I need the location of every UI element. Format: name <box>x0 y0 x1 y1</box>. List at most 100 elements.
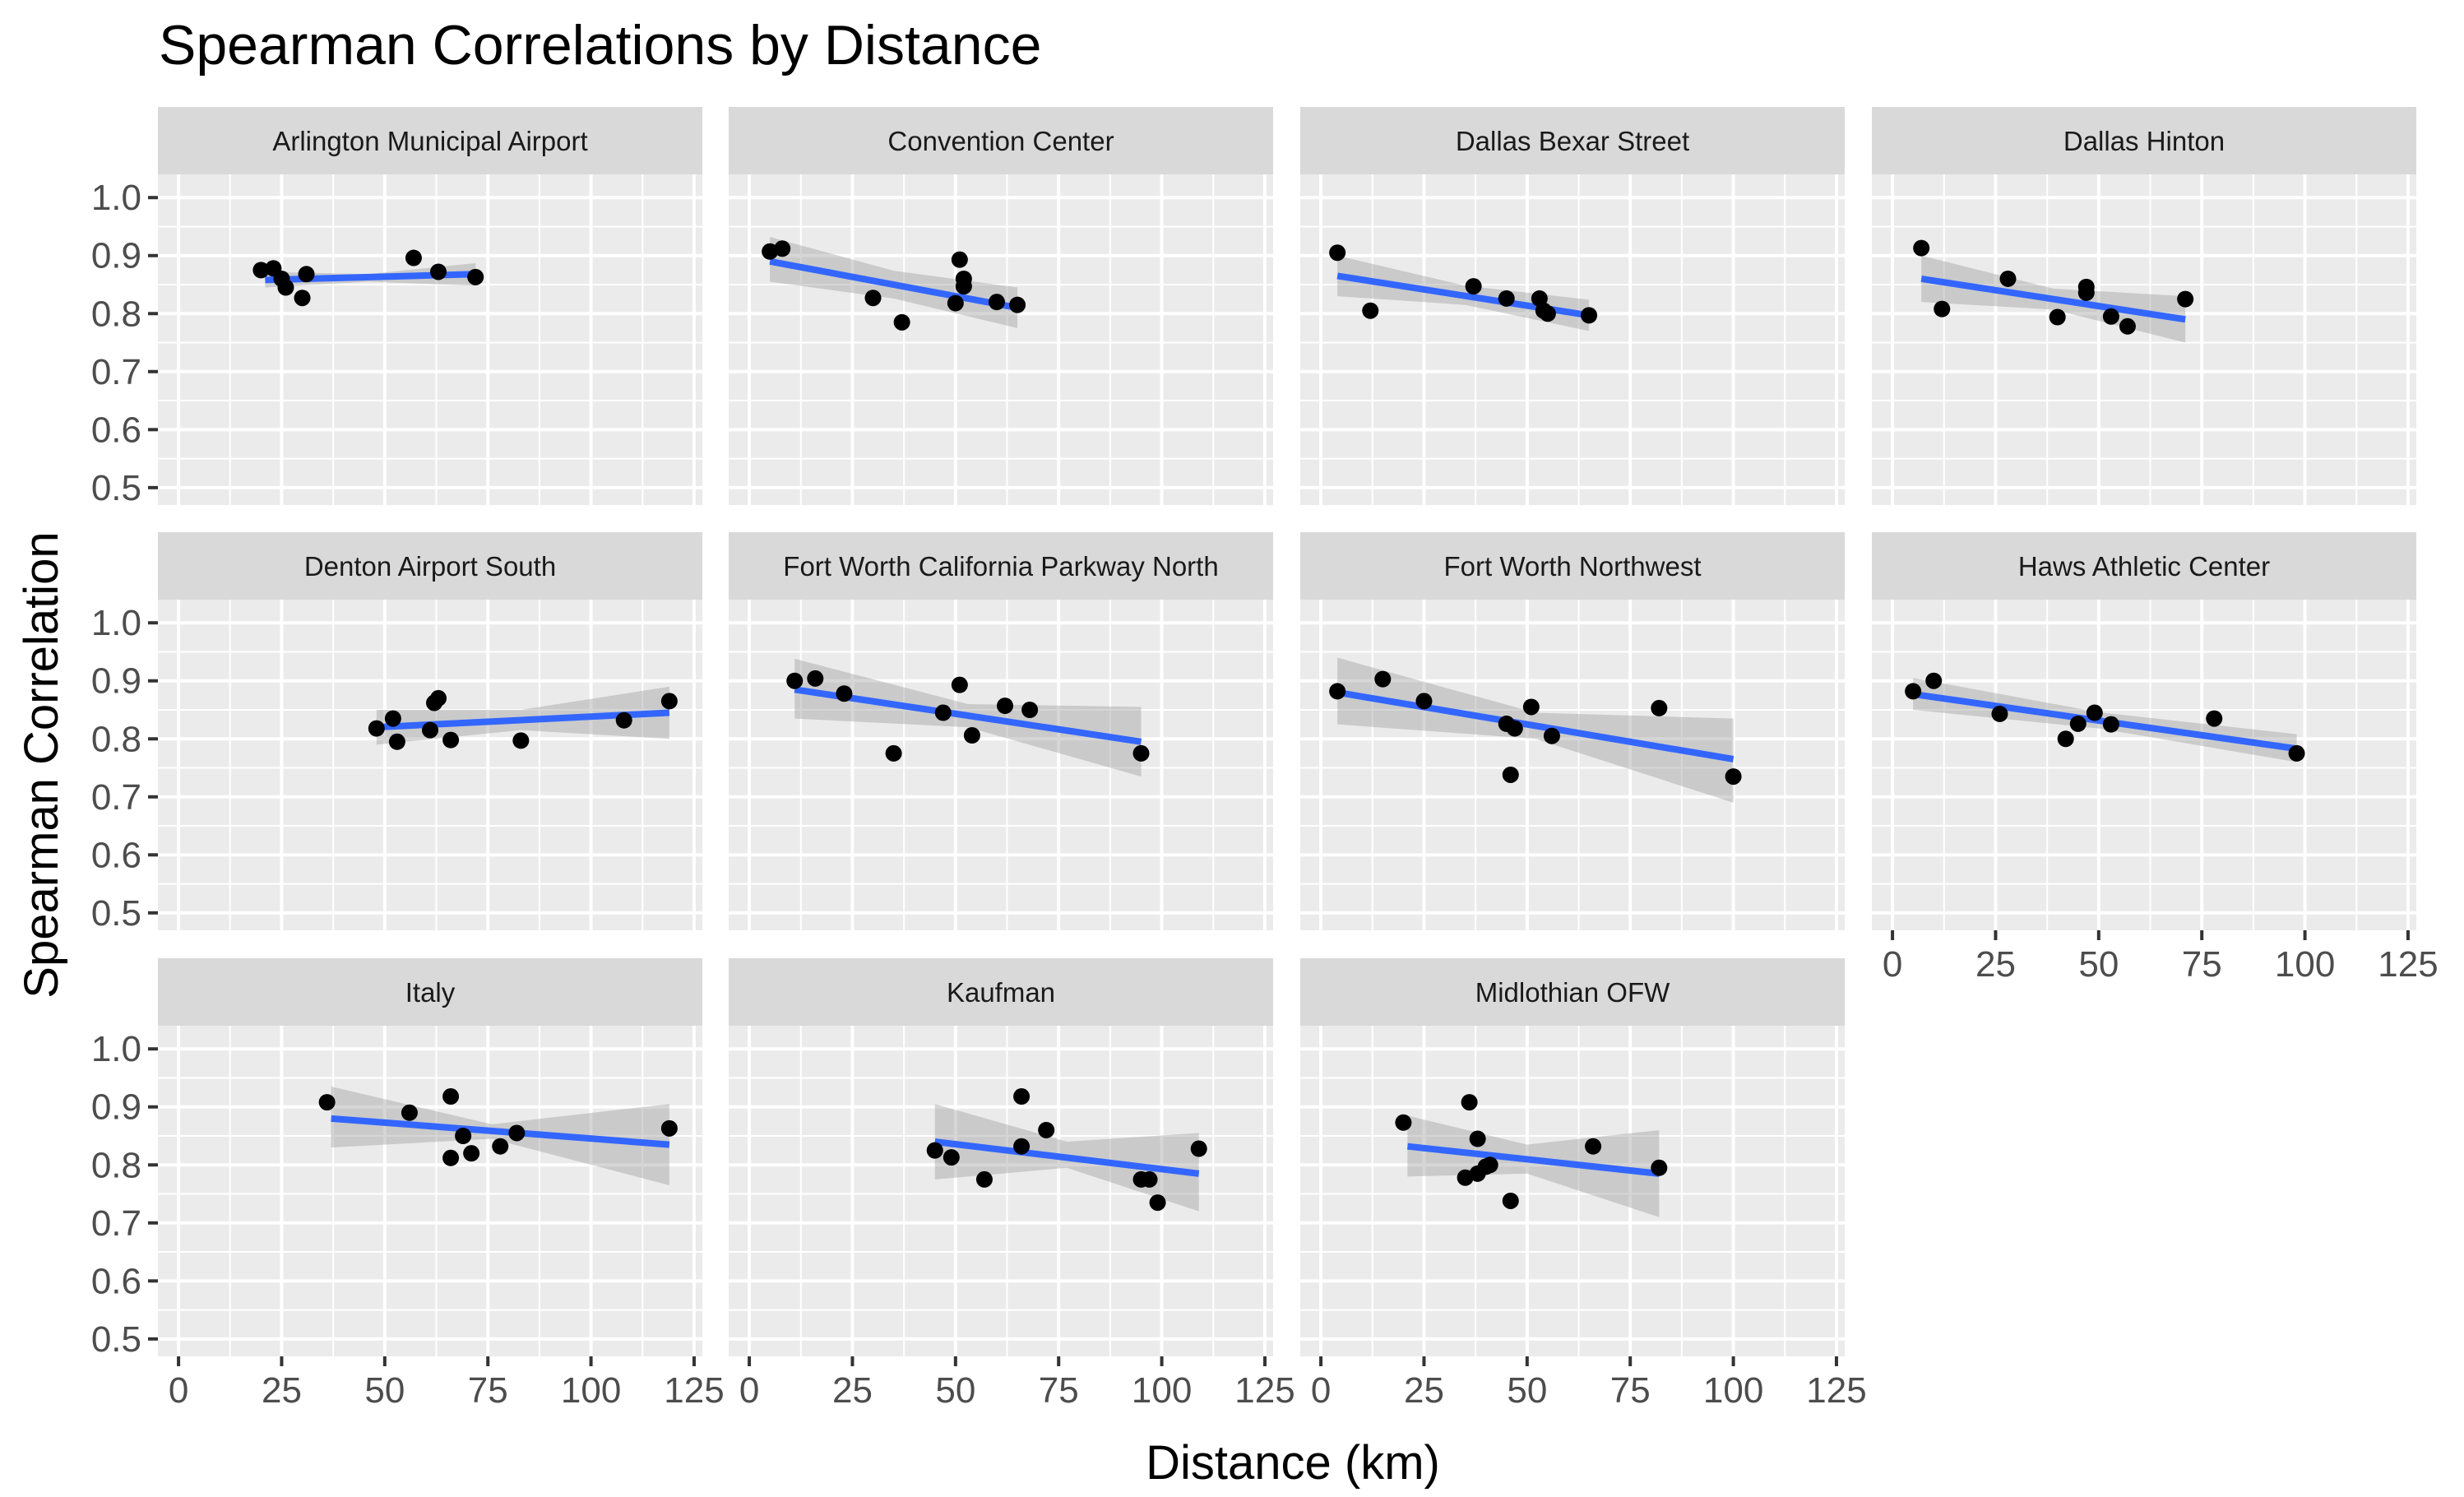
facet-panel: Convention Center <box>729 107 1273 505</box>
y-tick-label: 0.9 <box>91 661 141 702</box>
data-point <box>1925 672 1943 689</box>
data-point <box>2119 317 2136 335</box>
facet-strip-label: Fort Worth Northwest <box>1444 551 1702 582</box>
data-point <box>277 279 294 296</box>
data-point <box>1991 705 2008 722</box>
data-point <box>2086 704 2103 721</box>
x-tick-label: 0 <box>169 1370 188 1411</box>
data-point <box>660 1119 678 1137</box>
x-tick-label: 75 <box>1039 1370 1079 1411</box>
data-point <box>430 689 447 707</box>
data-point <box>2288 744 2305 762</box>
data-point <box>1913 239 1930 257</box>
data-point <box>384 710 401 727</box>
data-point <box>1329 244 1346 262</box>
data-point <box>2102 308 2119 325</box>
facet-strip <box>729 107 1273 174</box>
regression-line <box>769 257 1018 312</box>
y-tick-label: 0.9 <box>91 1087 141 1128</box>
data-point <box>1498 290 1515 307</box>
x-tick-label: 50 <box>935 1370 975 1411</box>
facet-panel: Dallas Hinton <box>1872 107 2416 505</box>
x-tick-label: 100 <box>561 1370 621 1411</box>
data-point <box>2049 308 2066 326</box>
y-tick-label: 0.8 <box>91 1145 141 1185</box>
facet-panel: Kaufman 0 25 50 75 100 125 <box>729 958 1295 1411</box>
y-tick-label: 0.8 <box>91 294 141 334</box>
y-tick-label: 0.5 <box>91 893 141 934</box>
x-tick-label: 125 <box>664 1370 724 1411</box>
data-point <box>997 698 1014 715</box>
data-point <box>1502 1192 1519 1209</box>
data-point <box>252 262 270 279</box>
y-axis-title: Spearman Correlation <box>15 531 68 998</box>
facet-strip-label: Midlothian OFW <box>1475 977 1670 1008</box>
x-tick-label: 50 <box>1507 1370 1547 1411</box>
facet-strip <box>1300 958 1845 1026</box>
facet-panel: Dallas Bexar Street <box>1300 107 1845 505</box>
data-point <box>1539 305 1556 322</box>
y-tick-label: 0.6 <box>91 835 141 875</box>
x-tick-label: 75 <box>2182 944 2222 985</box>
data-point <box>422 721 438 739</box>
data-point <box>988 294 1005 311</box>
facet-panel: Fort Worth California Parkway North <box>729 532 1273 930</box>
data-point <box>2077 284 2095 301</box>
data-point <box>1013 1088 1031 1105</box>
confidence-band <box>1337 657 1734 803</box>
facet-strip <box>1872 532 2416 600</box>
panel-background <box>729 1026 1273 1356</box>
panel-background <box>158 1026 702 1356</box>
y-tick-label: 0.6 <box>91 1261 141 1301</box>
data-point <box>455 1128 472 1144</box>
facet-strip <box>1300 107 1845 174</box>
facet-strip-label: Arlington Municipal Airport <box>272 126 587 156</box>
y-tick-label: 0.5 <box>91 468 141 508</box>
data-point <box>1374 670 1392 688</box>
data-point <box>1543 727 1560 744</box>
x-tick-label: 50 <box>2078 944 2119 985</box>
regression-line <box>794 686 1142 745</box>
facet-strip <box>1872 107 2416 174</box>
x-tick-label: 0 <box>1883 944 1902 985</box>
y-tick-label: 1.0 <box>91 1029 141 1069</box>
x-tick-label: 50 <box>364 1370 405 1411</box>
data-point <box>442 1088 460 1105</box>
data-point <box>467 268 484 285</box>
regression-line <box>934 1138 1200 1177</box>
data-point <box>951 676 968 693</box>
data-point <box>963 727 980 744</box>
facet-strip-label: Kaufman <box>947 977 1055 1008</box>
data-point <box>786 672 804 689</box>
data-point <box>615 711 632 729</box>
data-point <box>388 733 405 750</box>
facet-strip <box>729 532 1273 600</box>
facet-strip <box>158 532 702 600</box>
data-point <box>2102 716 2119 733</box>
data-point <box>368 720 385 737</box>
data-point <box>926 1142 943 1159</box>
facet-panel: Denton Airport South 0.5 0.6 0.7 0.8 0.9 1.0 <box>91 532 702 934</box>
data-point <box>955 278 972 295</box>
data-point <box>1038 1121 1055 1138</box>
x-tick-label: 0 <box>739 1370 759 1411</box>
facet-strip <box>158 958 702 1026</box>
y-tick-label: 1.0 <box>91 178 141 218</box>
data-point <box>1461 1094 1478 1111</box>
data-point <box>294 290 311 307</box>
data-point <box>934 704 952 721</box>
x-tick-label: 25 <box>262 1370 302 1411</box>
facet-strip-label: Fort Worth California Parkway North <box>783 551 1218 582</box>
x-tick-label: 125 <box>1234 1370 1295 1411</box>
data-point <box>318 1094 336 1111</box>
data-point <box>1329 683 1346 700</box>
data-point <box>660 693 678 710</box>
data-point <box>1021 702 1039 718</box>
data-point <box>2206 710 2223 727</box>
data-point <box>807 670 824 687</box>
regression-line <box>1920 275 2186 323</box>
data-point <box>975 1170 993 1188</box>
data-point <box>442 1149 460 1166</box>
data-point <box>1009 296 1026 313</box>
